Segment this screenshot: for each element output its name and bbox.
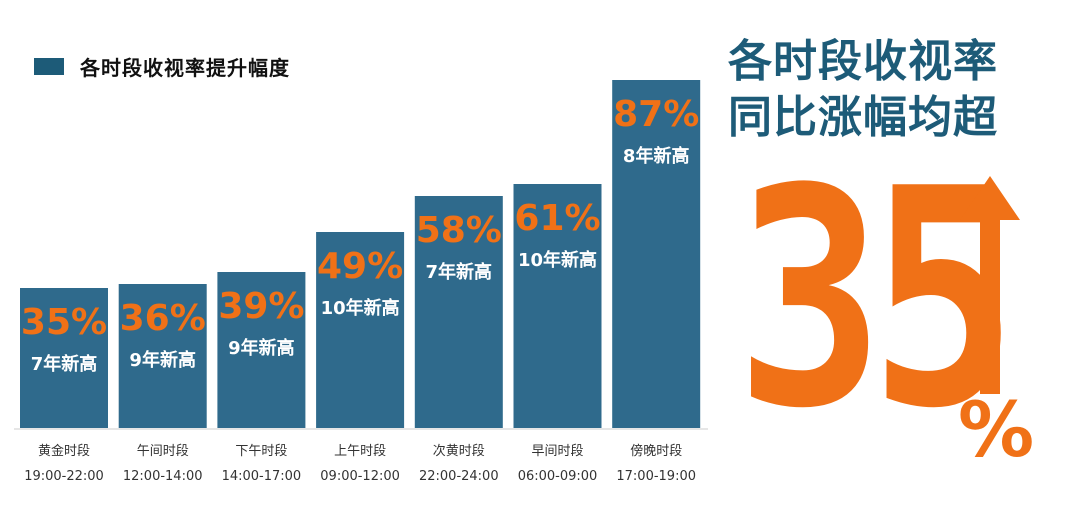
- bar-value-label: 58%: [416, 210, 502, 251]
- bar-1: [20, 288, 108, 428]
- x-tick-time-range: 06:00-09:00: [518, 469, 598, 484]
- x-tick-label: 次黄时段: [433, 443, 485, 459]
- x-tick-time-range: 09:00-12:00: [320, 469, 400, 484]
- x-tick-time-range: 12:00-14:00: [123, 469, 203, 484]
- x-tick-label: 傍晚时段: [630, 443, 682, 459]
- bar-note-label: 10年新高: [321, 297, 400, 319]
- headline-line-2: 同比涨幅均超: [728, 92, 998, 143]
- bar-3: [217, 272, 306, 428]
- bar-note-label: 8年新高: [623, 145, 690, 167]
- legend-label: 各时段收视率提升幅度: [80, 56, 290, 80]
- legend: 各时段收视率提升幅度: [34, 52, 290, 81]
- bar-value-label: 61%: [514, 198, 600, 239]
- bar-2: [118, 284, 207, 428]
- x-tick-time-range: 17:00-19:00: [616, 469, 696, 484]
- highlight-unit: %: [958, 385, 1035, 474]
- bar-value-label: 35%: [21, 302, 107, 343]
- headline: 各时段收视率 同比涨幅均超: [728, 34, 1068, 146]
- legend-swatch: [34, 58, 64, 75]
- bar-note-label: 9年新高: [228, 337, 295, 359]
- x-tick-label: 午间时段: [137, 444, 189, 459]
- x-tick-time-range: 14:00-17:00: [222, 469, 302, 484]
- bar-note-label: 10年新高: [518, 249, 597, 271]
- up-arrow-icon: [960, 176, 1020, 394]
- bar-6: [513, 184, 602, 428]
- x-tick-label: 早间时段: [531, 444, 583, 459]
- bar-value-label: 49%: [317, 246, 403, 287]
- highlight-number: 35: [736, 125, 1017, 474]
- x-tick-label: 上午时段: [334, 444, 386, 459]
- x-tick-label: 下午时段: [235, 444, 287, 459]
- x-tick-time-range: 19:00-22:00: [24, 469, 104, 484]
- bar-value-label: 39%: [218, 286, 304, 327]
- bar-note-label: 9年新高: [129, 349, 196, 371]
- x-tick-time-range: 22:00-24:00: [419, 469, 499, 484]
- bar-note-label: 7年新高: [31, 353, 98, 375]
- x-tick-label: 黄金时段: [38, 443, 90, 459]
- bar-5: [414, 196, 503, 428]
- bar-7: [612, 80, 701, 428]
- headline-line-1: 各时段收视率: [728, 36, 998, 87]
- bar-value-label: 87%: [613, 94, 699, 135]
- bar-4: [316, 232, 405, 428]
- bar-note-label: 7年新高: [426, 261, 493, 283]
- bar-value-label: 36%: [120, 298, 206, 339]
